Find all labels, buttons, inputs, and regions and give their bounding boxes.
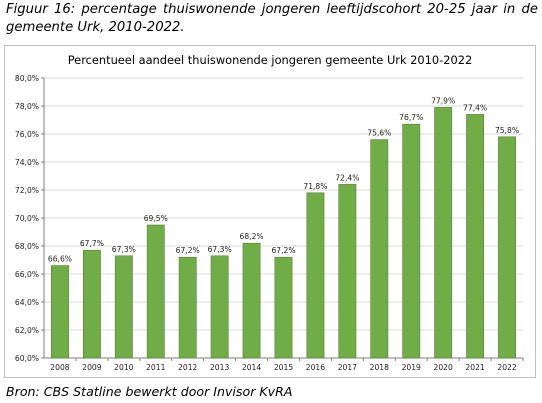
- data-label-2014: 68,2%: [240, 232, 264, 241]
- data-label-2020: 77,9%: [431, 96, 455, 105]
- x-tick-label: 2017: [338, 363, 357, 372]
- data-label-2016: 71,8%: [303, 182, 327, 191]
- x-tick-label: 2010: [114, 363, 133, 372]
- x-tick-label: 2016: [306, 363, 325, 372]
- data-label-2019: 76,7%: [399, 113, 423, 122]
- bar-2010: [114, 255, 133, 359]
- chart-title: Percentueel aandeel thuiswonende jongere…: [68, 53, 473, 67]
- x-tick-label: 2013: [210, 363, 229, 372]
- x-tick-label: 2022: [497, 363, 516, 372]
- data-label-2010: 67,3%: [112, 245, 136, 254]
- y-tick-label: 68,0%: [15, 242, 39, 251]
- y-tick-label: 60,0%: [15, 354, 39, 363]
- x-tick-label: 2011: [146, 363, 165, 372]
- data-label-2021: 77,4%: [463, 103, 487, 112]
- bar-2018: [370, 139, 389, 359]
- y-tick-label: 80,0%: [15, 74, 39, 83]
- bar-2008: [51, 265, 69, 359]
- y-tick-label: 72,0%: [15, 186, 39, 195]
- x-tick-label: 2012: [178, 363, 197, 372]
- bar-chart: Percentueel aandeel thuiswonende jongere…: [15, 53, 524, 372]
- bar-2021: [466, 114, 485, 359]
- x-tick-label: 2015: [274, 363, 293, 372]
- bar-2016: [306, 192, 325, 359]
- x-tick-label: 2008: [50, 363, 69, 372]
- bar-2009: [82, 249, 101, 359]
- bar-2013: [210, 255, 229, 359]
- y-tick-label: 66,0%: [15, 270, 39, 279]
- bars: [51, 107, 516, 359]
- x-tick-label: 2020: [434, 363, 453, 372]
- bar-2020: [434, 107, 453, 359]
- bar-2014: [242, 242, 261, 359]
- y-axis-ticks: 60,0% 62,0% 64,0% 66,0% 68,0% 70,0% 72,0% 74,0%…: [15, 74, 44, 363]
- data-label-2009: 67,7%: [80, 239, 104, 248]
- data-label-2018: 75,6%: [367, 129, 391, 138]
- bar-2022: [498, 136, 516, 359]
- x-tick-label: 2019: [402, 363, 421, 372]
- y-tick-label: 76,0%: [15, 130, 39, 139]
- source-note: Bron: CBS Statline bewerkt door Invisor …: [6, 384, 293, 399]
- data-labels: 66,6% 67,7% 67,3% 69,5% 67,2% 67,3% 68,2% 67,2%…: [48, 96, 519, 263]
- data-label-2022: 75,8%: [495, 126, 519, 135]
- data-label-2008: 66,6%: [48, 255, 72, 264]
- data-label-2015: 67,2%: [271, 246, 295, 255]
- chart-container: Percentueel aandeel thuiswonende jongere…: [4, 45, 536, 378]
- y-tick-label: 78,0%: [15, 102, 39, 111]
- data-label-2012: 67,2%: [176, 246, 200, 255]
- bar-2017: [338, 184, 357, 359]
- bar-2012: [178, 256, 197, 359]
- bar-2011: [146, 224, 165, 359]
- bar-2019: [402, 123, 421, 359]
- figure-caption: Figuur 16: percentage thuiswonende jonge…: [6, 2, 538, 35]
- x-tick-label: 2018: [370, 363, 389, 372]
- y-tick-label: 62,0%: [15, 326, 39, 335]
- y-tick-label: 70,0%: [15, 214, 39, 223]
- x-tick-label: 2021: [465, 363, 484, 372]
- x-axis-ticks: 2008 2009 2010 2011 2012 2013 2014 2015 2016 2017…: [50, 358, 524, 372]
- x-tick-label: 2009: [82, 363, 101, 372]
- data-label-2013: 67,3%: [208, 245, 232, 254]
- data-label-2017: 72,4%: [335, 173, 359, 182]
- x-tick-label: 2014: [242, 363, 261, 372]
- data-label-2011: 69,5%: [144, 214, 168, 223]
- y-tick-label: 74,0%: [15, 158, 39, 167]
- bar-2015: [274, 256, 293, 359]
- y-tick-label: 64,0%: [15, 298, 39, 307]
